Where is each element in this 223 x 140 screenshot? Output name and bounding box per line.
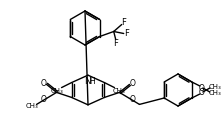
Text: O: O: [41, 95, 46, 104]
Text: CH₃: CH₃: [209, 90, 221, 96]
Text: O: O: [130, 95, 135, 104]
Text: O: O: [41, 79, 46, 88]
Text: F: F: [124, 29, 129, 38]
Text: H: H: [89, 77, 95, 86]
Text: CH₃: CH₃: [209, 84, 221, 90]
Text: O: O: [199, 88, 205, 96]
Text: O: O: [199, 83, 205, 93]
Text: CH₃: CH₃: [25, 103, 38, 109]
Text: O: O: [130, 79, 135, 88]
Text: CH₃: CH₃: [50, 88, 63, 94]
Text: N: N: [84, 77, 90, 86]
Text: F: F: [121, 18, 126, 27]
Text: F: F: [113, 39, 118, 48]
Text: CH₃: CH₃: [113, 88, 126, 94]
